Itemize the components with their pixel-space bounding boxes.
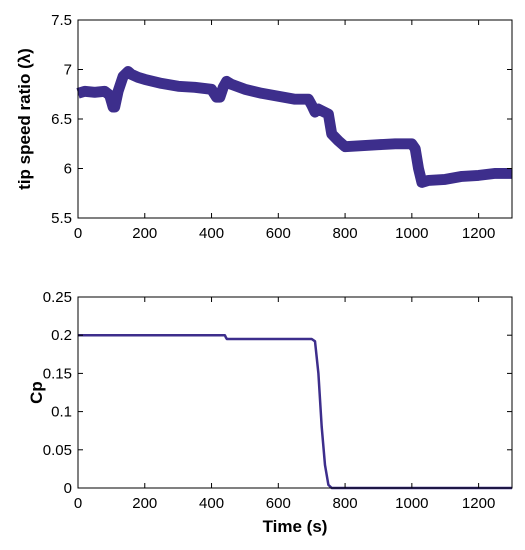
x-tick-label: 0 — [74, 495, 82, 512]
y-tick-label: 7.5 — [51, 12, 72, 29]
tip-speed-ratio-chart: 0 200 400 600 800 1000 1200 5.5 6 6.5 7 7.5 tip spee… — [15, 12, 513, 242]
x-tick-label: 1200 — [462, 495, 495, 512]
x-tick-label: 0 — [74, 225, 82, 242]
y-tick-label: 0 — [64, 480, 72, 497]
x-tick-label: 1200 — [462, 225, 495, 242]
plot-frame — [77, 19, 513, 219]
power-coefficient-chart: 0 200 400 600 800 1000 1200 0 0.05 0.1 0.15 0.2 0.25… — [27, 289, 513, 536]
x-tick-label: 200 — [132, 495, 157, 512]
x-tick-label: 1000 — [395, 225, 428, 242]
x-tick-label: 400 — [199, 225, 224, 242]
y-tick-label: 6.5 — [51, 111, 72, 128]
y-tick-label: 6 — [64, 161, 72, 178]
y-tick-label: 0.25 — [43, 289, 72, 306]
y-axis-label: Cp — [27, 381, 46, 404]
y-tick-label: 0.1 — [51, 404, 72, 421]
series-line-0 — [76, 66, 512, 188]
y-tick-label: 7 — [64, 62, 72, 79]
y-axis-label: tip speed ratio (λ) — [15, 48, 34, 190]
x-tick-label: 400 — [199, 495, 224, 512]
x-tick-label: 600 — [266, 495, 291, 512]
plot-frame — [77, 296, 513, 489]
series-line-0 — [78, 333, 512, 490]
x-tick-label: 600 — [266, 225, 291, 242]
x-tick-label: 800 — [333, 225, 358, 242]
x-axis-label: Time (s) — [263, 517, 328, 536]
x-tick-label: 1000 — [395, 495, 428, 512]
y-tick-label: 0.05 — [43, 442, 72, 459]
y-tick-label: 5.5 — [51, 210, 72, 227]
x-tick-label: 800 — [333, 495, 358, 512]
y-tick-label: 0.15 — [43, 365, 72, 382]
y-tick-label: 0.2 — [51, 327, 72, 344]
x-tick-label: 200 — [132, 225, 157, 242]
